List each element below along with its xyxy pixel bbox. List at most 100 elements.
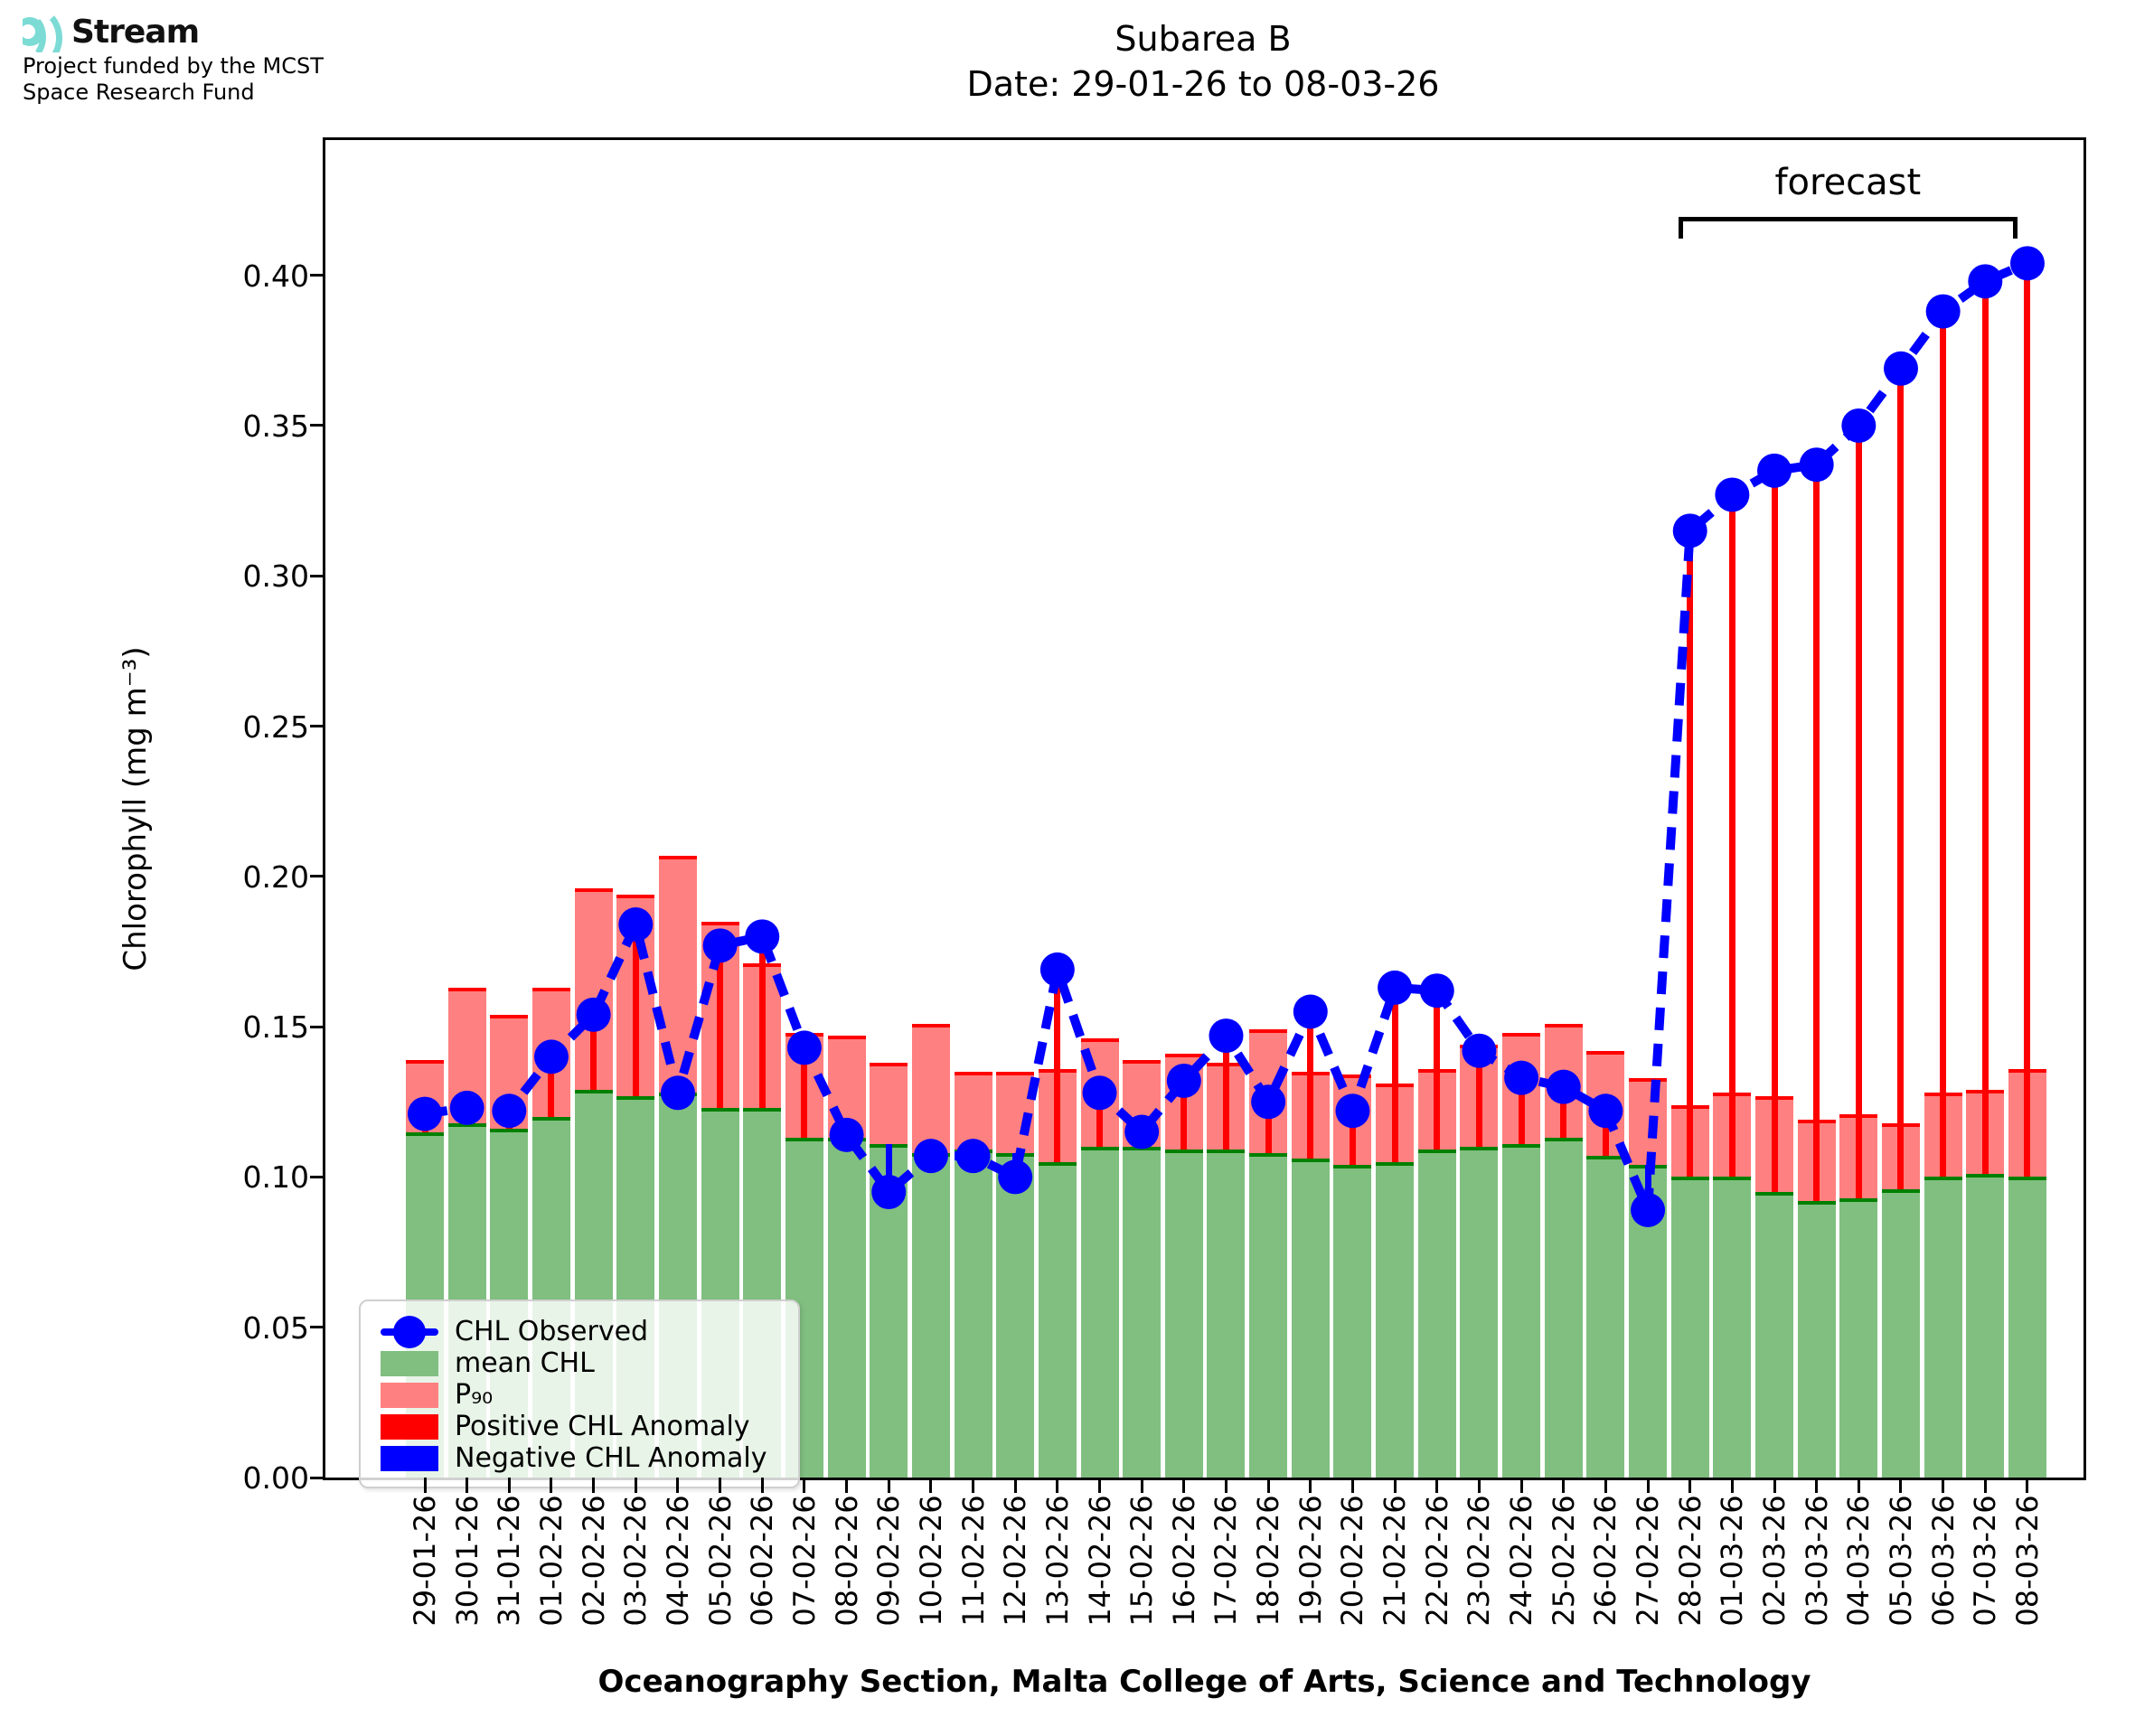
positive-anomaly-line xyxy=(1391,987,1398,1162)
observed-point xyxy=(702,928,738,963)
x-tick xyxy=(2026,1478,2029,1493)
positive-anomaly-line xyxy=(1434,990,1441,1150)
observed-point xyxy=(533,1039,569,1074)
y-tick xyxy=(310,1175,323,1178)
x-tick-label: 30-01-26 xyxy=(449,1495,484,1627)
y-tick-label: 0.15 xyxy=(242,1009,309,1046)
observed-point xyxy=(913,1139,948,1174)
y-tick-label: 0.25 xyxy=(242,708,309,745)
legend-item: CHL Observed xyxy=(381,1315,767,1348)
x-tick-label: 08-02-26 xyxy=(829,1495,864,1627)
x-axis-title: Oceanography Section, Malta College of A… xyxy=(597,1664,1811,1700)
positive-anomaly-line xyxy=(1265,1102,1272,1153)
observed-point xyxy=(1166,1063,1201,1098)
observed-point xyxy=(1039,952,1075,987)
x-tick-label: 09-02-26 xyxy=(871,1495,907,1627)
x-tick-label: 18-02-26 xyxy=(1251,1495,1286,1627)
positive-anomaly-line xyxy=(1180,1080,1188,1150)
x-tick-label: 17-02-26 xyxy=(1209,1495,1244,1627)
observed-point xyxy=(492,1093,527,1129)
x-tick xyxy=(760,1478,764,1493)
x-tick xyxy=(1309,1478,1312,1493)
observed-point xyxy=(1672,513,1707,549)
observed-point xyxy=(1504,1060,1539,1095)
x-tick xyxy=(1815,1478,1819,1493)
x-tick-label: 25-02-26 xyxy=(1546,1495,1581,1627)
observed-point xyxy=(1715,477,1750,512)
mean-chl-bar xyxy=(1080,1147,1119,1478)
observed-point xyxy=(1588,1093,1623,1129)
x-tick-label: 03-03-26 xyxy=(1799,1495,1834,1627)
observed-point xyxy=(871,1175,907,1210)
legend-patch-sample xyxy=(381,1413,438,1440)
y-tick xyxy=(310,725,323,728)
x-tick xyxy=(1098,1478,1101,1493)
x-tick-label: 08-03-26 xyxy=(2009,1495,2045,1627)
observed-point xyxy=(1293,994,1328,1029)
x-tick-label: 10-02-26 xyxy=(913,1495,948,1627)
x-tick-label: 04-03-26 xyxy=(1841,1495,1877,1627)
mean-chl-bar xyxy=(1544,1138,1583,1478)
x-tick-label: 13-02-26 xyxy=(1039,1495,1075,1627)
positive-anomaly-line xyxy=(1813,464,1820,1202)
y-tick-label: 0.00 xyxy=(242,1460,309,1496)
x-tick xyxy=(1604,1478,1607,1493)
observed-point xyxy=(1209,1018,1244,1054)
observed-point xyxy=(449,1090,484,1125)
x-tick-label: 11-02-26 xyxy=(955,1495,991,1627)
positive-anomaly-line xyxy=(1602,1111,1609,1157)
observed-point xyxy=(660,1075,695,1111)
x-tick-label: 16-02-26 xyxy=(1166,1495,1201,1627)
negative-anomaly-line xyxy=(1644,1165,1651,1210)
x-tick xyxy=(719,1478,722,1493)
legend-label: mean CHL xyxy=(455,1347,595,1379)
x-tick-label: 06-03-26 xyxy=(1925,1495,1961,1627)
x-tick xyxy=(972,1478,975,1493)
positive-anomaly-line xyxy=(1518,1077,1525,1144)
mean-chl-bar xyxy=(1164,1150,1203,1478)
mean-chl-bar xyxy=(1755,1192,1794,1478)
x-tick xyxy=(466,1478,469,1493)
observed-point xyxy=(576,997,611,1032)
positive-anomaly-line xyxy=(1349,1111,1356,1166)
x-tick xyxy=(507,1478,511,1493)
x-tick xyxy=(1899,1478,1903,1493)
x-tick-label: 05-02-26 xyxy=(702,1495,738,1627)
y-tick-label: 0.40 xyxy=(242,258,309,294)
positive-anomaly-line xyxy=(590,1014,597,1090)
x-tick-label: 23-02-26 xyxy=(1462,1495,1497,1627)
forecast-bracket xyxy=(1678,217,2018,239)
observed-point xyxy=(1757,453,1792,488)
mean-chl-bar xyxy=(1291,1159,1330,1478)
x-tick-label: 01-03-26 xyxy=(1715,1495,1750,1627)
x-tick-label: 22-02-26 xyxy=(1419,1495,1454,1627)
plot-area: forecast CHL Observed mean CHL P₉₀ Positive… xyxy=(243,137,2086,1700)
observed-point xyxy=(1546,1069,1581,1104)
x-tick xyxy=(1730,1478,1734,1493)
x-tick xyxy=(1562,1478,1566,1493)
legend: CHL Observed mean CHL P₉₀ Positive CHL Anom… xyxy=(359,1300,800,1488)
x-tick xyxy=(1393,1478,1397,1493)
x-tick xyxy=(1350,1478,1354,1493)
mean-chl-bar xyxy=(1966,1174,2005,1478)
mean-chl-bar xyxy=(1038,1161,1077,1478)
chart-title: Subarea B Date: 29-01-26 to 08-03-26 xyxy=(323,16,2083,107)
negative-anomaly-line xyxy=(885,1143,892,1193)
mean-chl-bar xyxy=(954,1150,992,1478)
x-tick xyxy=(1646,1478,1650,1493)
positive-anomaly-line xyxy=(1855,425,1862,1198)
legend-label: P₉₀ xyxy=(455,1379,494,1411)
mean-chl-bar xyxy=(1249,1152,1288,1478)
mean-chl-bar xyxy=(996,1152,1035,1478)
observed-point xyxy=(955,1139,991,1174)
x-tick-label: 29-01-26 xyxy=(408,1495,442,1627)
legend-item: Negative CHL Anomaly xyxy=(381,1442,767,1474)
observed-point xyxy=(1462,1033,1497,1068)
legend-label: Positive CHL Anomaly xyxy=(455,1411,750,1442)
observed-point xyxy=(1124,1114,1160,1150)
x-tick xyxy=(1477,1478,1481,1493)
x-tick-label: 02-02-26 xyxy=(576,1495,611,1627)
x-tick-label: 06-02-26 xyxy=(745,1495,780,1627)
y-axis-title: Chlorophyll (mg m⁻³) xyxy=(118,646,154,971)
observed-point xyxy=(998,1159,1033,1195)
